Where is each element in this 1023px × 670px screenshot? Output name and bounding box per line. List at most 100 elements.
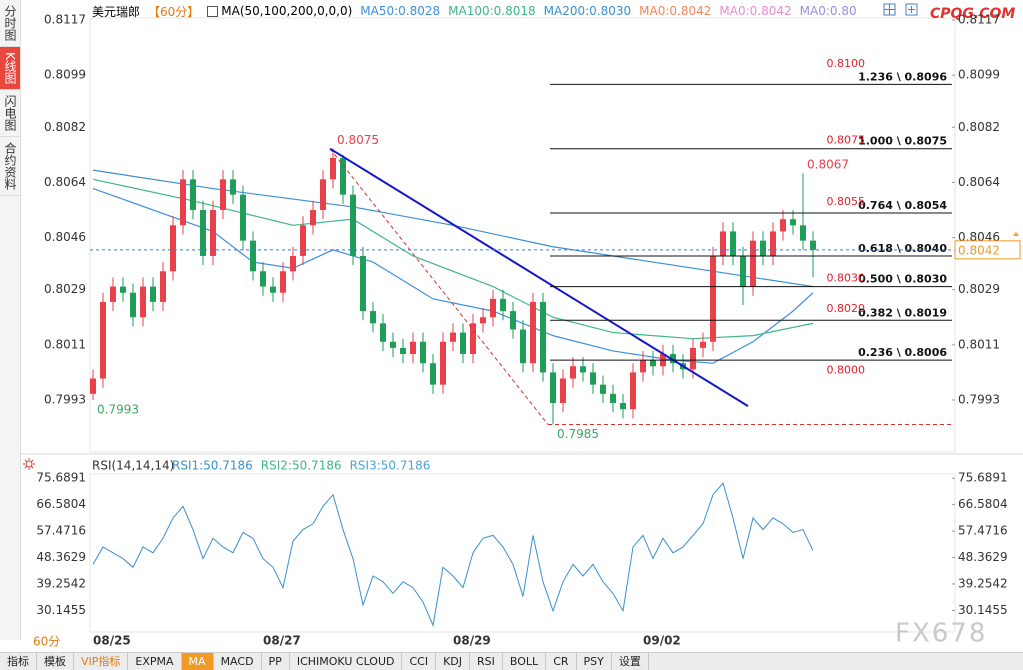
toolbar-button[interactable]: VIP指标 [74,653,129,670]
candle-body [310,209,316,226]
ma-line [92,169,814,288]
candle-body [220,179,226,210]
candle-body [540,301,546,373]
candle-body [570,366,576,379]
y-tick-label-right: 0.7993 [958,392,1000,406]
candle-body [770,231,776,256]
toolbar-button[interactable]: ICHIMOKU CLOUD [290,653,403,670]
candle-body [150,286,156,302]
sidebar-tab[interactable]: K线图 [0,47,20,90]
rsi-title: RSI(14,14,14) [92,459,174,473]
candle-body [500,298,506,312]
candle-body [300,225,306,256]
rsi-line [92,482,814,628]
toolbar-button[interactable]: 模板 [37,653,74,670]
trendline [329,147,749,407]
price-annotation: 0.7993 [97,402,139,416]
fib-label: 1.236 \ 0.8096 [858,70,947,83]
price-mark: 0.8020 [827,302,866,315]
candle-body [190,179,196,210]
y-tick-label: 0.8117 [44,13,86,27]
ma-icon [207,5,219,17]
candle-body [340,157,346,195]
candle-body [370,311,376,324]
candle-body [560,378,566,404]
candle-body [810,240,816,250]
candle-body [630,372,636,410]
candle-body [270,286,276,293]
candle-body [290,255,296,272]
y-tick-label-right: 39.2542 [958,576,1008,590]
price-mark: 0.8000 [827,364,866,377]
candle-body [330,157,336,180]
dashed-line [329,148,549,425]
toolbar-button[interactable]: MA [181,653,214,670]
y-tick-label: 0.8029 [44,282,86,296]
candle-body [620,403,626,410]
candle-body [640,360,646,373]
candle-body [240,194,246,241]
candle-body [730,231,736,256]
price-mark: 0.8075 [827,134,866,147]
period-label[interactable]: 60分 [33,635,60,649]
y-tick-label: 0.8082 [44,120,86,134]
ma-legend: MA50:0.8028 [360,4,441,18]
ma-legend: MA0:0.8042 [719,4,792,18]
y-tick-label: 66.5804 [36,497,86,511]
candle-body [230,179,236,195]
candle-body [780,219,786,232]
candle-body [440,341,446,385]
y-tick-label-right: 0.8099 [958,68,1000,82]
period[interactable]: 【60分】 [148,4,200,19]
ma-legend: MA200:0.8030 [543,4,632,18]
candle-body [610,393,616,404]
candle-body [210,209,216,256]
price-tag [954,240,1021,260]
y-tick-label: 30.1455 [36,603,86,617]
y-tick-label-right: 0.8064 [958,175,1000,189]
candle-body [580,366,586,373]
candle-body [380,323,386,342]
toolbar-button[interactable]: MACD [214,653,262,670]
toolbar-button[interactable]: CR [546,653,577,670]
sidebar-tab[interactable]: 合约资料 [0,137,20,196]
candle-body [600,384,606,394]
ma-legend: MA100:0.8018 [448,4,536,18]
y-tick-label-right: 48.3629 [958,550,1008,564]
watermark: FX678 [895,619,987,649]
y-tick-label-right: 30.1455 [958,603,1008,617]
rsi-legend: RSI3:50.7186 [350,459,431,473]
toolbar-button[interactable]: KDJ [436,653,471,670]
toolbar-button[interactable]: RSI [470,653,503,670]
sun-icon[interactable] [23,458,35,470]
sidebar-tab[interactable]: 分时图 [0,0,20,47]
sidebar-tab[interactable]: 闪电图 [0,90,20,137]
candle-body [520,329,526,364]
price-annotation: 0.8075 [337,133,379,147]
candle-body [410,341,416,355]
fib-label: 0.382 \ 0.8019 [858,306,947,319]
y-tick-label: 48.3629 [36,550,86,564]
ma-legend: MA0:0.80 [799,4,857,18]
toolbar-icons[interactable] [883,3,918,16]
fib-label: 0.618 \ 0.8040 [858,242,947,255]
candle-body [350,194,356,256]
toolbar-button[interactable]: PSY [577,653,612,670]
symbol: 美元瑞郎 [92,4,141,19]
toolbar-button[interactable]: PP [262,653,290,670]
price-mark: 0.8100 [827,57,866,70]
toolbar-button[interactable]: BOLL [503,653,547,670]
candle-body [800,225,806,241]
toolbar-button[interactable]: CCI [402,653,437,670]
toolbar-button[interactable]: EXPMA [128,653,182,670]
candle-body [740,255,746,287]
header: 美元瑞郎 【60分】 MA(50,100,200,0,0,0) MA50:0.8… [92,2,865,20]
fib-label: 0.500 \ 0.8030 [858,273,947,286]
fib-label: 0.764 \ 0.8054 [858,199,947,212]
toolbar-button[interactable]: 设置 [612,653,649,670]
y-tick-label: 0.8064 [44,175,86,189]
toolbar-button[interactable]: 指标 [0,653,37,670]
candle-body [420,341,426,364]
candle-body [760,240,766,256]
